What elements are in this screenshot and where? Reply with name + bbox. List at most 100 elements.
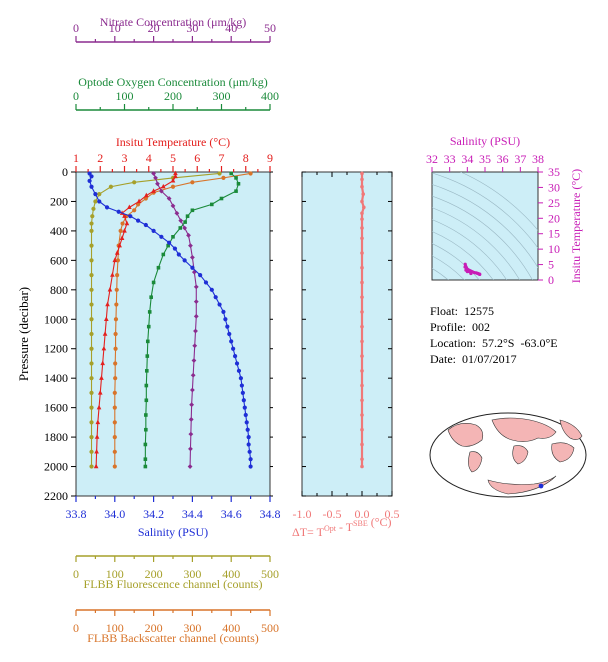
nitrate-tick-label: 50 [264, 21, 276, 35]
data-point [112, 257, 118, 263]
ts-x-tick-label: 33 [444, 152, 456, 166]
data-point [187, 464, 193, 469]
data-point [89, 376, 94, 381]
fluorescence-tick-label: 100 [106, 567, 124, 581]
nitrate-tick-label: 30 [186, 21, 198, 35]
data-point [234, 189, 238, 193]
data-point [94, 448, 99, 454]
salinity-tick-label: 34.8 [260, 507, 281, 521]
data-point [182, 258, 187, 263]
data-point [144, 398, 149, 403]
data-point [91, 206, 96, 211]
data-point [89, 317, 94, 322]
data-point [144, 383, 149, 388]
data-point [136, 198, 142, 204]
land-mass [487, 475, 557, 495]
data-point [248, 171, 253, 176]
temperature-tick-label: 3 [122, 151, 128, 165]
data-point [190, 208, 195, 213]
y-tick-label: 400 [50, 224, 68, 238]
data-point [97, 199, 102, 204]
data-point [95, 419, 101, 425]
data-point [193, 313, 199, 319]
data-point [172, 246, 178, 251]
data-point [170, 203, 176, 209]
data-point [360, 236, 364, 241]
float-location-marker [538, 483, 544, 489]
data-point [217, 302, 222, 307]
data-point [114, 250, 120, 255]
salinity-axis: 33.8 34.0 34.2 34.4 34.6 34.8 Salinity (PSU) [66, 496, 281, 539]
data-point [94, 434, 100, 439]
temperature-tick-label: 4 [146, 151, 152, 165]
data-point [151, 280, 156, 285]
data-point [360, 324, 364, 329]
data-point [360, 339, 364, 344]
data-point [115, 272, 120, 278]
land-mass [551, 442, 575, 463]
data-point [89, 302, 94, 307]
data-point [360, 217, 364, 221]
data-point [174, 210, 180, 216]
salinity-tick-label: 34.2 [143, 507, 164, 521]
temperature-tick-label: 8 [243, 151, 249, 165]
fluorescence-tick-label: 500 [261, 567, 279, 581]
data-point [190, 255, 195, 260]
data-point [102, 331, 108, 336]
nitrate-tick-label: 0 [73, 21, 79, 35]
data-point [93, 191, 98, 197]
data-point [360, 265, 364, 270]
data-point [210, 202, 214, 207]
data-point [93, 463, 99, 469]
data-point [360, 398, 364, 403]
data-point [89, 221, 94, 226]
ts-x-tick-label: 32 [426, 152, 438, 166]
y-axis-label: Pressure (decibar) [16, 287, 31, 381]
data-point [360, 295, 364, 299]
backscatter-tick-label: 0 [73, 621, 79, 635]
nitrate-tick-label: 40 [225, 21, 237, 35]
data-point [146, 324, 151, 329]
y-tick-label: 1400 [44, 371, 68, 385]
ts-panel-frame [431, 171, 539, 281]
data-point [209, 287, 214, 292]
data-point [89, 420, 94, 425]
data-point [191, 358, 197, 363]
data-point [229, 339, 234, 344]
data-point [87, 178, 92, 183]
data-point [124, 220, 130, 226]
temperature-tick-label: 5 [170, 151, 176, 165]
ts-x-tick-label: 34 [461, 152, 473, 166]
data-point [145, 369, 149, 373]
delta-panel-frame [301, 171, 393, 497]
y-tick-label: 800 [50, 283, 68, 297]
oxygen-series-line [144, 173, 240, 467]
data-point [143, 464, 148, 469]
data-point [360, 464, 364, 469]
data-point [166, 196, 172, 201]
data-point [188, 446, 193, 452]
land-mass [512, 445, 529, 465]
data-point [360, 354, 364, 358]
data-point [193, 284, 199, 290]
data-point [112, 405, 117, 410]
data-point [128, 214, 133, 219]
data-point [89, 287, 94, 292]
fluorescence-axis-title: FLBB Fluorescence channel (counts) [84, 577, 263, 591]
delta-x-tick-label: 0.5 [385, 507, 400, 521]
data-point [104, 316, 109, 321]
data-point [188, 431, 194, 437]
data-point [114, 287, 119, 292]
nitrate-tick-label: 20 [148, 21, 160, 35]
data-point [159, 234, 164, 239]
data-point [113, 361, 118, 366]
fluorescence-tick-label: 300 [183, 567, 201, 581]
ts-y-tick-label: 5 [548, 258, 554, 272]
salinity-series [87, 171, 253, 469]
data-point [360, 226, 364, 230]
data-point [173, 173, 178, 179]
y-tick-label: 200 [50, 194, 68, 208]
data-point [97, 390, 103, 395]
